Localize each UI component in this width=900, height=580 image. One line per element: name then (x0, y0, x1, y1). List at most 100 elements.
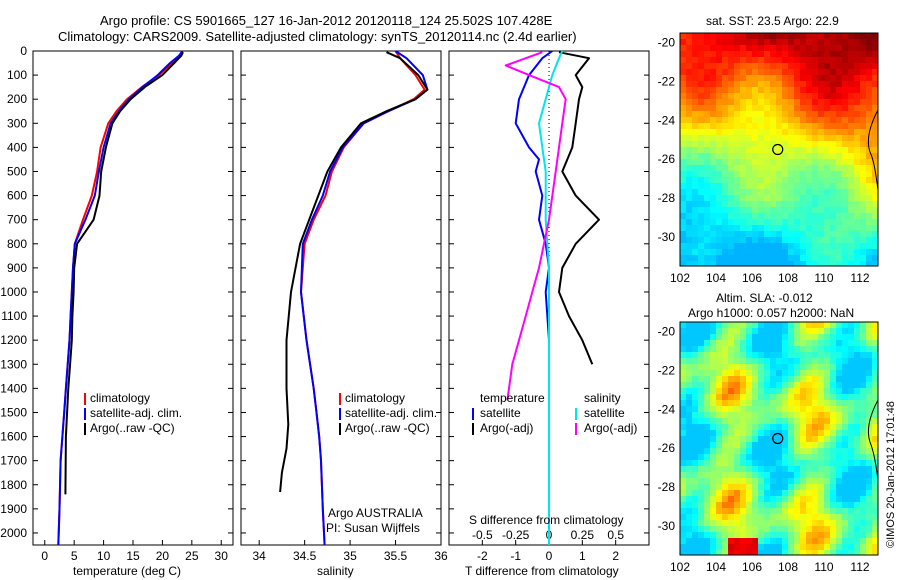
sla-cell (824, 508, 831, 515)
sla-cell (860, 448, 867, 455)
sla-cell (686, 364, 693, 371)
sst-cell (746, 249, 753, 256)
sla-cell (842, 532, 849, 539)
sst-cell (752, 87, 759, 94)
sst-cell (854, 165, 861, 172)
sst-cell (818, 189, 825, 196)
sst-cell (758, 201, 765, 208)
sst-cell (854, 159, 861, 166)
sst-cell (776, 183, 783, 190)
sst-cell (788, 153, 795, 160)
x-tick-label: 15 (126, 549, 140, 563)
sst-cell (782, 39, 789, 46)
depth-tick-label: 1300 (0, 357, 27, 371)
sla-cell (824, 442, 831, 449)
sla-cell (836, 412, 843, 419)
sla-cell (842, 526, 849, 533)
sla-cell (776, 526, 783, 533)
sst-cell (680, 207, 687, 214)
sla-cell (698, 496, 705, 503)
sst-cell (878, 195, 885, 202)
sst-cell (794, 63, 801, 70)
sst-cell (770, 195, 777, 202)
sst-cell (872, 159, 878, 166)
sst-cell (722, 237, 729, 244)
sst-cell (686, 99, 693, 106)
sla-cell (782, 460, 789, 467)
sst-cell (740, 195, 747, 202)
sla-cell (818, 484, 825, 491)
sst-cell (866, 45, 873, 52)
sst-cell (776, 171, 783, 178)
sla-cell (830, 424, 837, 431)
map-y-tick-label: -30 (658, 519, 676, 533)
sst-cell (728, 177, 735, 184)
sst-cell (728, 213, 735, 220)
sst-cell (722, 111, 729, 118)
sla-cell (710, 436, 717, 443)
sla-cell (728, 544, 735, 551)
sla-cell (704, 550, 711, 555)
sla-cell (770, 430, 777, 437)
sla-cell (752, 322, 759, 329)
sst-cell (794, 33, 801, 40)
sla-cell (716, 418, 723, 425)
sst-cell (698, 153, 705, 160)
sla-cell (782, 550, 789, 555)
sst-cell (728, 129, 735, 136)
sst-cell (812, 87, 819, 94)
sla-cell (764, 454, 771, 461)
x-tick-label: 5 (71, 549, 78, 563)
sla-cell (710, 520, 717, 527)
sla-cell (788, 460, 795, 467)
sst-cell (872, 231, 878, 238)
sst-cell (758, 93, 765, 100)
sla-cell (818, 424, 825, 431)
sst-cell (740, 117, 747, 124)
sla-cell (734, 508, 741, 515)
sst-cell (698, 147, 705, 154)
sla-cell (692, 460, 699, 467)
sst-cell (752, 63, 759, 70)
sla-cell (764, 358, 771, 365)
depth-tick-label: 200 (7, 92, 27, 106)
sla-cell (710, 532, 717, 539)
sla-cell (878, 376, 885, 383)
sst-cell (728, 51, 735, 58)
sla-cell (872, 340, 878, 347)
sla-cell (794, 442, 801, 449)
sla-cell (866, 322, 873, 329)
sst-cell (830, 171, 837, 178)
sst-cell (740, 219, 747, 226)
sla-cell (872, 478, 878, 485)
sst-cell (860, 249, 867, 256)
sla-cell (788, 412, 795, 419)
sst-cell (806, 147, 813, 154)
sst-cell (854, 111, 861, 118)
sst-cell (824, 231, 831, 238)
sst-cell (794, 207, 801, 214)
sla-cell (704, 484, 711, 491)
sla-cell (794, 520, 801, 527)
sst-cell (824, 249, 831, 256)
sst-cell (806, 129, 813, 136)
sla-cell (692, 514, 699, 521)
sst-cell (722, 243, 729, 250)
sst-cell (722, 159, 729, 166)
sla-cell (866, 478, 873, 485)
sst-cell (836, 63, 843, 70)
sst-cell (818, 63, 825, 70)
sst-cell (746, 207, 753, 214)
sst-cell (812, 75, 819, 82)
sst-cell (680, 219, 687, 226)
sla-cell (818, 436, 825, 443)
sst-cell (740, 87, 747, 94)
sla-cell (860, 514, 867, 521)
sla-cell (860, 484, 867, 491)
sst-cell (698, 135, 705, 142)
sst-cell (830, 75, 837, 82)
sla-cell (764, 388, 771, 395)
sla-cell (758, 322, 765, 329)
sst-cell (872, 201, 878, 208)
sla-cell (698, 412, 705, 419)
